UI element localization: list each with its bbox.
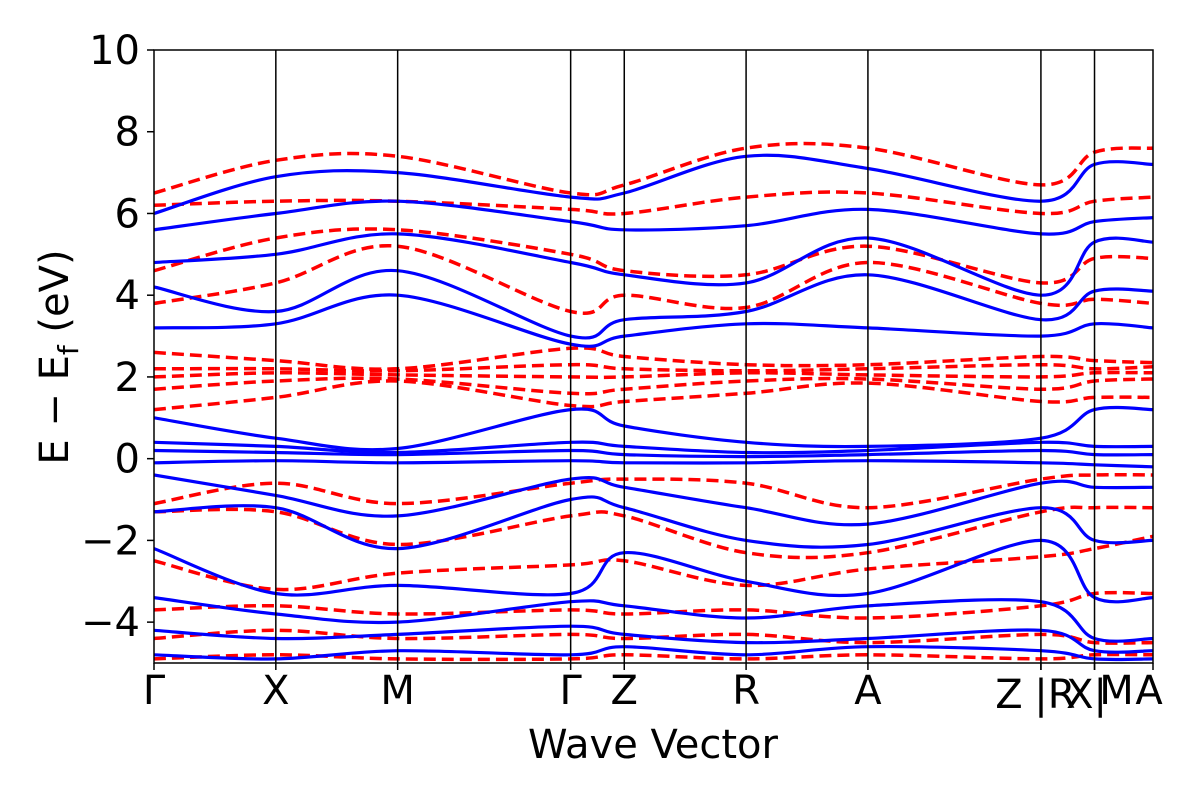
x-tick-label-7: Z [995,672,1022,718]
solid-band-11 [154,538,1153,604]
x-axis-label: Wave Vector [528,722,779,768]
solid-band-6 [154,232,1153,297]
y-tick-label-2: 0 [115,437,140,483]
y-tick-label-1: −2 [81,518,140,564]
kpoint-lines [275,50,1096,663]
y-tick-label-5: 6 [115,191,140,237]
x-tick-label-1: X [262,668,289,714]
solid-band-12 [154,596,1153,643]
solid-band-5 [154,268,1153,340]
x-tick-label-2: M [380,668,415,714]
x-axis: Γ X M Γ Z R A Z |RX|M A [143,663,1163,718]
dashed-band-9 [154,472,1153,510]
x-tick-label-6: A [854,668,882,714]
x-tick-label-0: Γ [143,668,166,714]
y-tick-label-0: −4 [81,600,140,646]
y-axis: −4 −2 0 2 4 6 8 10 [81,28,154,646]
x-tick-label-9: X| [1066,672,1107,718]
plot-frame [153,49,1154,664]
y-tick-label-7: 10 [89,28,140,74]
x-tick-label-5: R [732,668,760,714]
y-axis-label-prefix: E − E [32,355,78,465]
x-tick-label-8: |R [1034,672,1075,718]
y-tick-label-6: 8 [115,110,140,156]
y-axis-label-suffix: (eV) [32,249,78,345]
y-tick-label-3: 2 [115,355,140,401]
x-tick-label-3: Γ [560,668,583,714]
y-axis-label-subscript: f [52,344,85,355]
dashed-band-11 [154,534,1153,592]
x-tick-label-10: M [1099,668,1134,714]
x-tick-label-4: Z [611,668,638,714]
x-tick-label-11: A [1135,668,1163,714]
y-axis-label: E − Ef (eV) [32,249,85,464]
solid-band-8 [154,153,1153,216]
solid-band-10 [154,495,1153,551]
y-tick-label-4: 4 [115,273,140,319]
